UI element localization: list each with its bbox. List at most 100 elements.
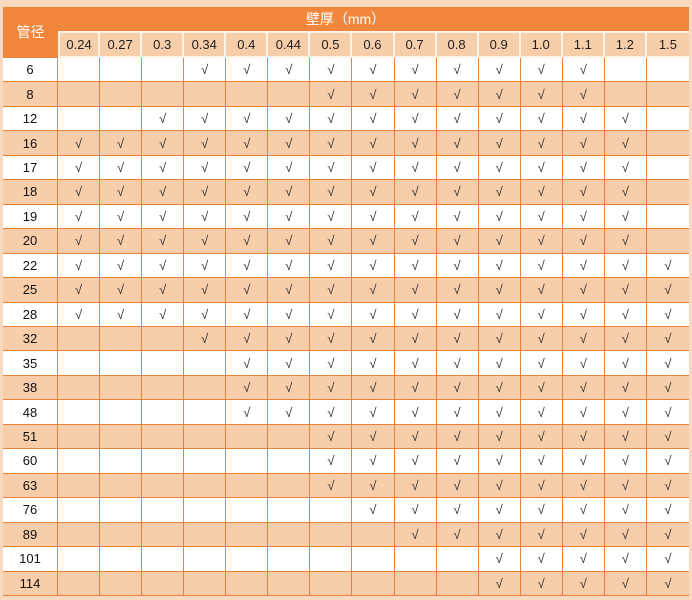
check-cell: √ (436, 473, 479, 499)
check-cell: √ (646, 327, 689, 352)
table-row-89: 89 √ √ √ √ √ √ √ (3, 522, 689, 548)
empty-cell (436, 571, 479, 596)
check-cell: √ (268, 375, 311, 401)
table-row-20: 20 √ √ √ √ √ √ √ √ √ √ √ √ √ √ (3, 229, 689, 254)
empty-cell (58, 449, 101, 474)
table-row-114: 114 √ √ √ √ √ (3, 571, 689, 596)
thickness-header-0.5: 0.5 (310, 33, 353, 58)
check-cell: √ (100, 155, 143, 181)
empty-cell (646, 82, 689, 107)
check-cell: √ (142, 278, 185, 303)
check-cell: √ (184, 204, 227, 230)
check-cell: √ (646, 572, 689, 596)
empty-cell (604, 58, 647, 83)
check-cell: √ (184, 229, 227, 254)
empty-cell (436, 547, 479, 572)
check-cell: √ (562, 229, 605, 254)
table-row-16: 16 √ √ √ √ √ √ √ √ √ √ √ √ √ √ (3, 131, 689, 156)
wall-thickness-table: 管径 壁厚（mm） 0.24 0.27 0.3 0.34 0.4 0.44 0.5 0.6 0.… (3, 7, 689, 596)
check-cell: √ (436, 82, 479, 107)
empty-cell (100, 326, 143, 352)
check-cell: √ (226, 326, 269, 352)
table-row-76: 76 √ √ √ √ √ √ √ √ (3, 498, 689, 523)
thickness-header-1.0: 1.0 (520, 33, 563, 58)
table-row-18: 18 √ √ √ √ √ √ √ √ √ √ √ √ √ √ (3, 180, 689, 205)
check-cell: √ (394, 82, 437, 107)
empty-cell (226, 522, 269, 548)
check-cell: √ (520, 473, 563, 499)
check-cell: √ (310, 326, 353, 352)
empty-cell (100, 106, 143, 132)
empty-cell (142, 351, 185, 376)
check-cell: √ (268, 155, 311, 181)
empty-cell (310, 547, 353, 572)
empty-cell (58, 375, 101, 401)
diameter-corner-label: 管径 (3, 7, 58, 58)
empty-cell (310, 522, 353, 548)
check-cell: √ (520, 351, 563, 376)
check-cell: √ (310, 424, 353, 450)
check-cell: √ (184, 180, 227, 205)
empty-cell (604, 82, 647, 107)
check-cell: √ (436, 106, 479, 132)
check-cell: √ (394, 302, 437, 327)
empty-cell (352, 571, 395, 596)
empty-cell (184, 424, 227, 450)
check-cell: √ (646, 523, 689, 548)
check-cell: √ (436, 522, 479, 548)
empty-cell (142, 571, 185, 596)
check-cell: √ (142, 131, 185, 156)
check-cell: √ (478, 571, 521, 596)
check-cell: √ (58, 155, 101, 181)
check-cell: √ (562, 302, 605, 327)
empty-cell (142, 547, 185, 572)
check-cell: √ (604, 547, 647, 572)
check-cell: √ (268, 351, 311, 376)
check-cell: √ (184, 326, 227, 352)
check-cell: √ (394, 229, 437, 254)
table-row-12: 12 √ √ √ √ √ √ √ √ √ √ √ √ (3, 106, 689, 132)
check-cell: √ (478, 180, 521, 205)
diameter-cell: 6 (3, 58, 58, 83)
check-cell: √ (478, 82, 521, 107)
diameter-cell: 38 (3, 375, 58, 401)
check-cell: √ (226, 204, 269, 230)
check-cell: √ (478, 473, 521, 499)
check-cell: √ (520, 131, 563, 156)
check-cell: √ (562, 351, 605, 376)
diameter-cell: 8 (3, 82, 58, 107)
check-cell: √ (478, 375, 521, 401)
diameter-cell: 16 (3, 131, 58, 156)
empty-cell (100, 82, 143, 107)
thickness-header-0.8: 0.8 (436, 33, 479, 58)
check-cell: √ (226, 302, 269, 327)
table-row-17: 17 √ √ √ √ √ √ √ √ √ √ √ √ √ √ (3, 155, 689, 181)
empty-cell (352, 522, 395, 548)
check-cell: √ (436, 253, 479, 279)
check-cell: √ (352, 131, 395, 156)
diameter-cell: 51 (3, 424, 58, 450)
empty-cell (58, 547, 101, 572)
check-cell: √ (436, 424, 479, 450)
check-cell: √ (310, 278, 353, 303)
thickness-header-1.2: 1.2 (604, 33, 647, 58)
check-cell: √ (226, 351, 269, 376)
check-cell: √ (646, 278, 689, 303)
check-cell: √ (520, 400, 563, 425)
check-cell: √ (394, 278, 437, 303)
table-row-25: 25 √ √ √ √ √ √ √ √ √ √ √ √ √ √ √ (3, 278, 689, 303)
empty-cell (268, 449, 311, 474)
empty-cell (184, 473, 227, 499)
check-cell: √ (562, 449, 605, 474)
check-cell: √ (562, 473, 605, 499)
empty-cell (226, 547, 269, 572)
empty-cell (100, 547, 143, 572)
empty-cell (100, 449, 143, 474)
check-cell: √ (394, 155, 437, 181)
diameter-cell: 18 (3, 180, 58, 205)
check-cell: √ (352, 229, 395, 254)
check-cell: √ (310, 82, 353, 107)
check-cell: √ (100, 180, 143, 205)
check-cell: √ (142, 229, 185, 254)
check-cell: √ (394, 424, 437, 450)
